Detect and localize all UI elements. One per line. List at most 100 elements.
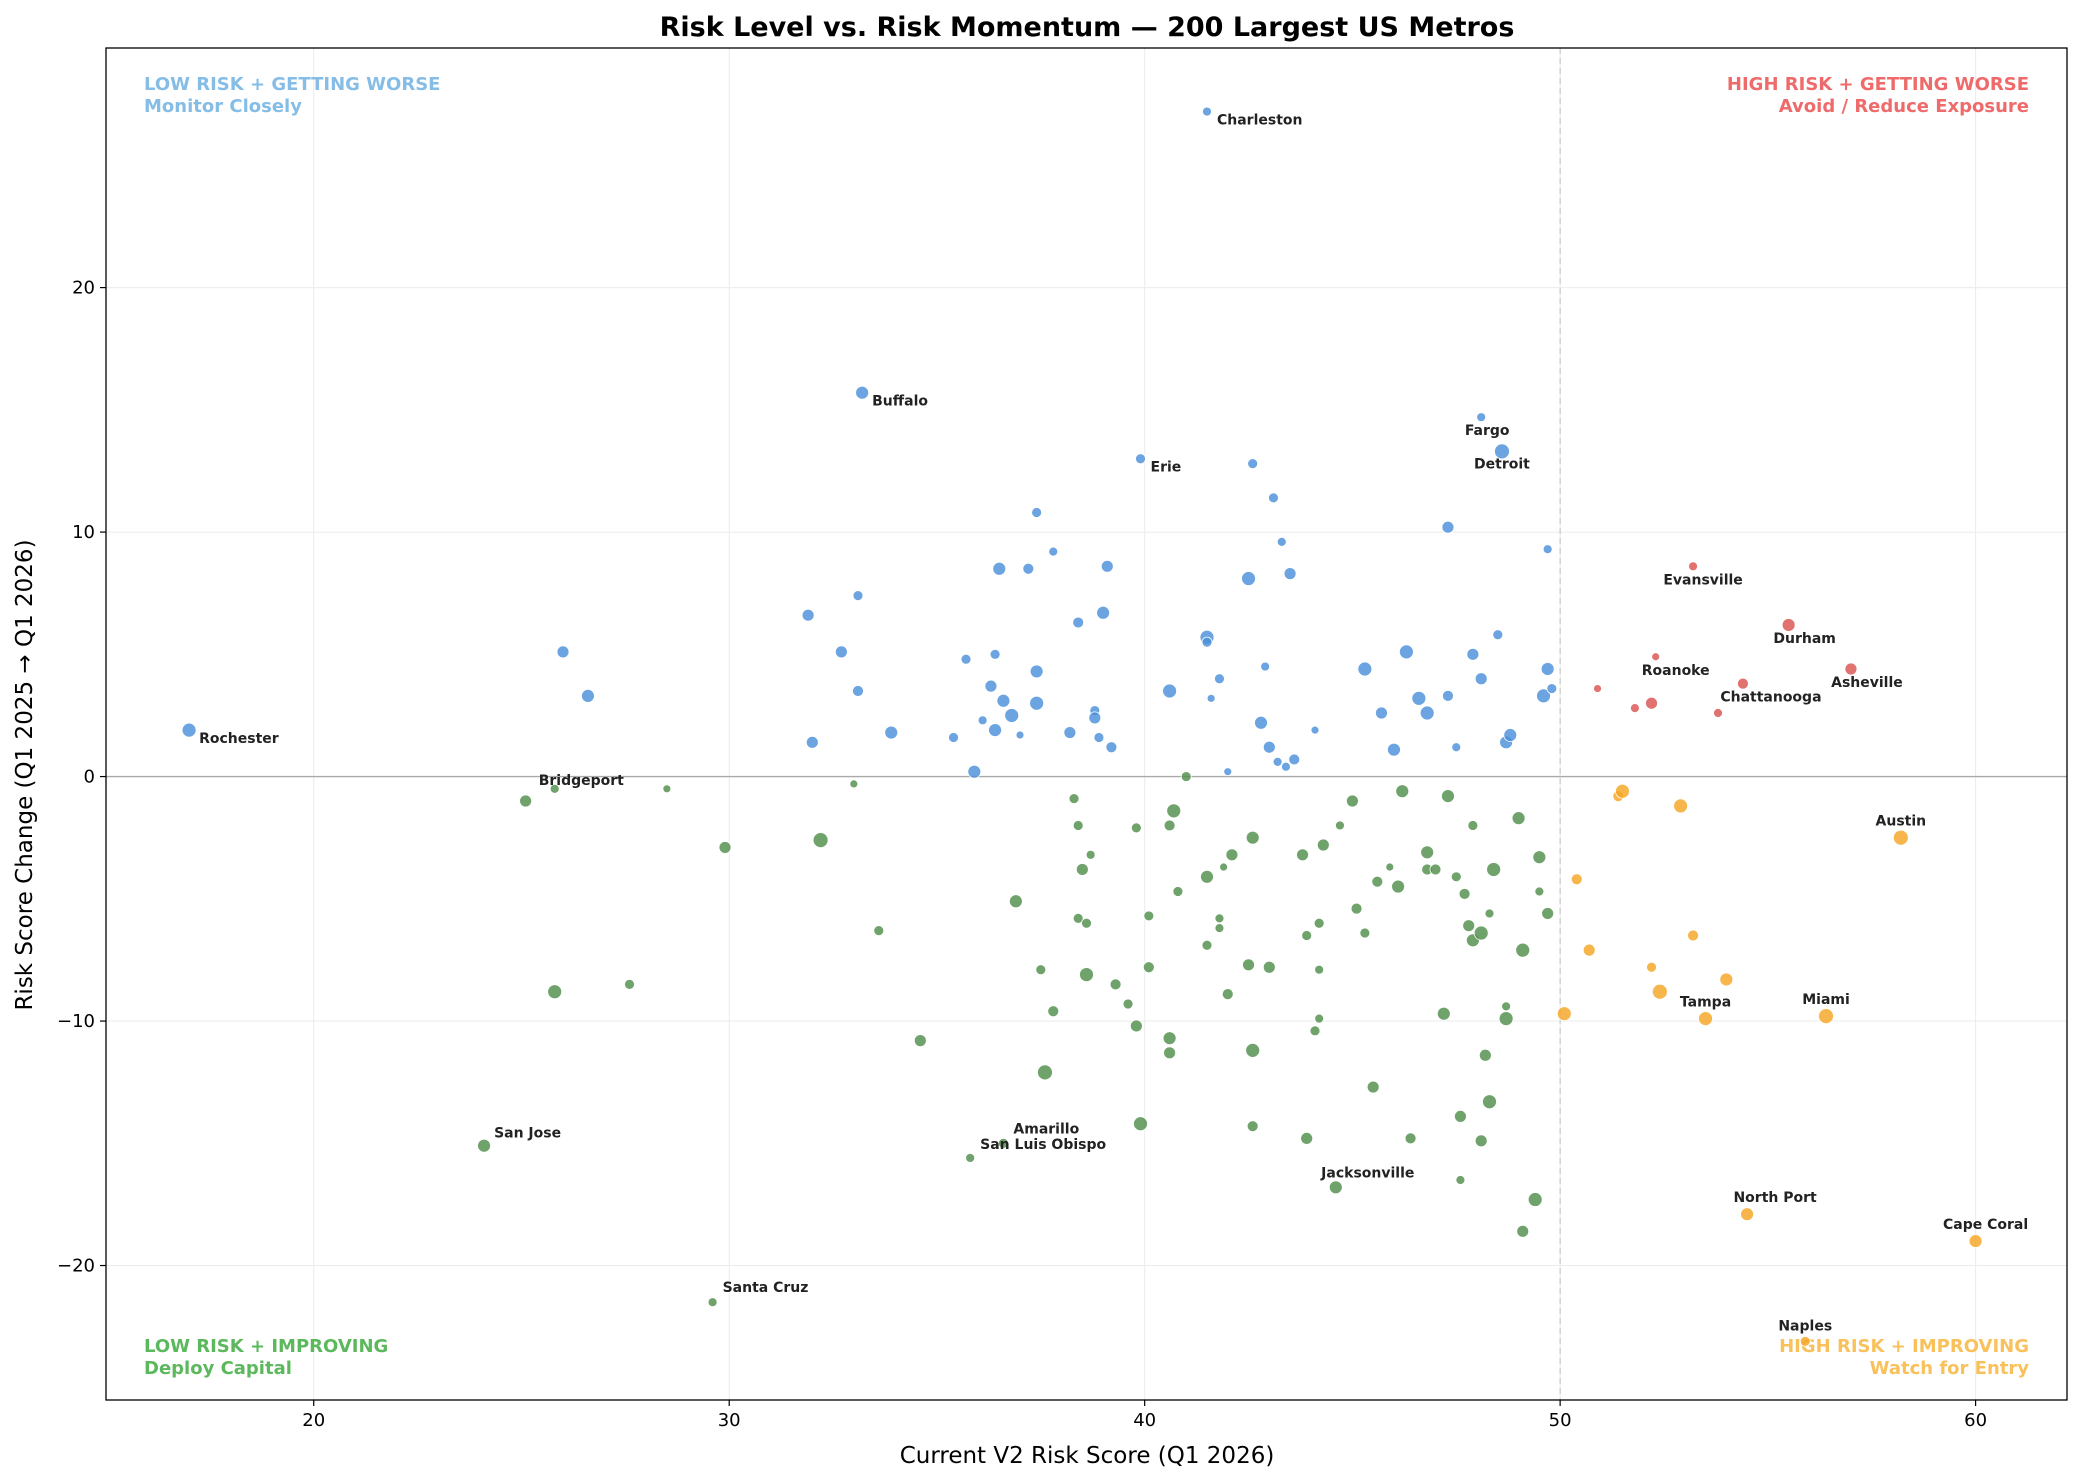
point-low-risk-improving-26	[1122, 998, 1134, 1010]
point-low-risk-worse-54	[1357, 661, 1373, 677]
point-low-risk-worse-40	[1214, 673, 1225, 685]
point-low-risk-improving-5	[662, 784, 672, 794]
point-low-risk-improving-85	[1482, 1094, 1497, 1110]
point-high-risk-improving-6	[1651, 983, 1668, 1000]
point-high-risk-improving-9	[1698, 1011, 1713, 1027]
point-low-risk-improving-34	[1163, 819, 1176, 832]
point-low-risk-improving-51	[1300, 1132, 1314, 1145]
point-high-risk-improving-0	[1556, 1006, 1572, 1022]
point-low-risk-improving-25	[1109, 978, 1122, 991]
point-low-risk-improving-13	[998, 1137, 1009, 1149]
point-low-risk-worse-29	[1088, 711, 1102, 725]
point-low-risk-worse-35	[1162, 683, 1177, 699]
x-tick-label-4: 60	[1964, 1410, 1987, 1431]
point-low-risk-worse-33	[1105, 741, 1118, 754]
point-low-risk-improving-15	[1035, 964, 1047, 976]
point-high-risk-improving-5	[1646, 961, 1657, 973]
point-low-risk-improving-81	[1473, 925, 1489, 941]
point-high-risk-improving-1	[1570, 873, 1583, 886]
point-low-risk-improving-71	[1429, 863, 1442, 876]
point-low-risk-improving-22	[1081, 917, 1092, 929]
point-low-risk-worse-18	[996, 693, 1011, 708]
quadrant-label-high-risk-improving-2: Watch for Entry	[1870, 1358, 2030, 1379]
point-low-risk-worse-17	[992, 561, 1007, 576]
point-low-risk-worse-70	[1536, 688, 1551, 704]
point-low-risk-improving-2	[547, 984, 563, 1000]
point-low-risk-improving-77	[1458, 888, 1471, 900]
point-low-risk-worse-67	[1494, 443, 1510, 460]
quadrant-label-low-risk-improving-2: Deploy Capital	[144, 1358, 292, 1379]
point-label-san-jose: San Jose	[494, 1126, 561, 1142]
point-low-risk-improving-42	[1219, 862, 1229, 872]
point-low-risk-worse-42	[1241, 571, 1256, 586]
point-low-risk-worse-56	[1387, 742, 1401, 757]
point-low-risk-improving-14	[1008, 894, 1023, 909]
point-low-risk-worse-4	[805, 735, 819, 749]
point-low-risk-improving-23	[1079, 967, 1094, 982]
y-tick-label-1: −10	[57, 1011, 95, 1032]
point-low-risk-worse-66	[1492, 629, 1504, 641]
point-low-risk-improving-35	[1166, 803, 1182, 819]
y-tick-label-2: 0	[84, 767, 95, 788]
point-low-risk-improving-31	[1142, 961, 1155, 974]
point-low-risk-worse-36	[1202, 106, 1212, 117]
point-low-risk-improving-40	[1214, 913, 1225, 924]
point-high-risk-improving-15	[1968, 1234, 1983, 1248]
y-tick-label-3: 10	[72, 522, 95, 543]
point-low-risk-worse-26	[1063, 726, 1077, 739]
point-low-risk-worse-32	[1100, 559, 1114, 573]
chart-title: Risk Level vs. Risk Momentum — 200 Large…	[660, 12, 1515, 43]
point-low-risk-worse-59	[1419, 705, 1435, 721]
point-low-risk-worse-62	[1451, 742, 1462, 753]
point-low-risk-improving-28	[1130, 822, 1142, 834]
point-low-risk-improving-83	[1478, 1048, 1492, 1062]
point-low-risk-worse-55	[1375, 706, 1388, 720]
point-high-risk-improving-14	[1892, 829, 1909, 846]
point-low-risk-worse-25	[1048, 546, 1059, 557]
point-low-risk-worse-45	[1260, 661, 1271, 672]
point-low-risk-improving-38	[1200, 869, 1214, 884]
point-low-risk-worse-9	[884, 725, 899, 740]
y-tick-label-0: −20	[57, 1256, 95, 1277]
y-tick-label-4: 20	[72, 278, 95, 299]
point-low-risk-worse-6	[852, 590, 864, 602]
quadrant-label-low-risk-worse-2: Monitor Closely	[144, 96, 302, 117]
point-label-asheville: Asheville	[1831, 675, 1903, 691]
point-high-risk-worse-1	[1630, 703, 1640, 714]
point-low-risk-worse-19	[1004, 708, 1020, 723]
point-low-risk-improving-29	[1133, 1116, 1148, 1132]
point-low-risk-improving-88	[1498, 1011, 1514, 1027]
x-tick-label-3: 50	[1549, 1410, 1572, 1431]
point-low-risk-improving-24	[1085, 849, 1096, 860]
point-low-risk-improving-6	[707, 1297, 718, 1308]
plot-frame	[105, 47, 2068, 1401]
point-low-risk-improving-36	[1172, 886, 1184, 897]
point-low-risk-improving-32	[1162, 1031, 1177, 1046]
point-low-risk-improving-59	[1335, 820, 1345, 831]
point-low-risk-improving-76	[1454, 1109, 1467, 1123]
point-low-risk-worse-44	[1254, 715, 1268, 730]
point-label-buffalo: Buffalo	[872, 394, 928, 410]
point-low-risk-worse-30	[1093, 732, 1105, 743]
point-low-risk-improving-45	[1242, 958, 1255, 972]
point-low-risk-worse-72	[1542, 544, 1553, 555]
point-low-risk-improving-84	[1484, 908, 1495, 919]
point-label-tampa: Tampa	[1680, 995, 1731, 1011]
point-label-naples: Naples	[1778, 1318, 1832, 1334]
point-high-risk-improving-11	[1740, 1207, 1754, 1222]
quadrant-label-high-risk-worse-2: Avoid / Reduce Exposure	[1779, 96, 2029, 117]
point-label-erie: Erie	[1151, 460, 1182, 476]
point-label-roanoke: Roanoke	[1642, 663, 1710, 679]
y-axis-label: Risk Score Change (Q1 2025 → Q1 2026)	[12, 539, 38, 1010]
point-low-risk-worse-41	[1223, 767, 1233, 777]
point-low-risk-worse-43	[1247, 458, 1259, 470]
point-low-risk-worse-53	[1310, 725, 1320, 735]
point-high-risk-worse-8	[1844, 662, 1858, 676]
quadrant-label-high-risk-worse-1: HIGH RISK + GETTING WORSE	[1727, 74, 2029, 95]
point-low-risk-worse-27	[1072, 616, 1085, 629]
point-low-risk-worse-58	[1411, 690, 1427, 706]
point-high-risk-improving-13	[1818, 1008, 1834, 1025]
point-low-risk-worse-5	[834, 645, 848, 659]
data-points	[181, 106, 1983, 1347]
point-low-risk-worse-64	[1476, 412, 1487, 423]
